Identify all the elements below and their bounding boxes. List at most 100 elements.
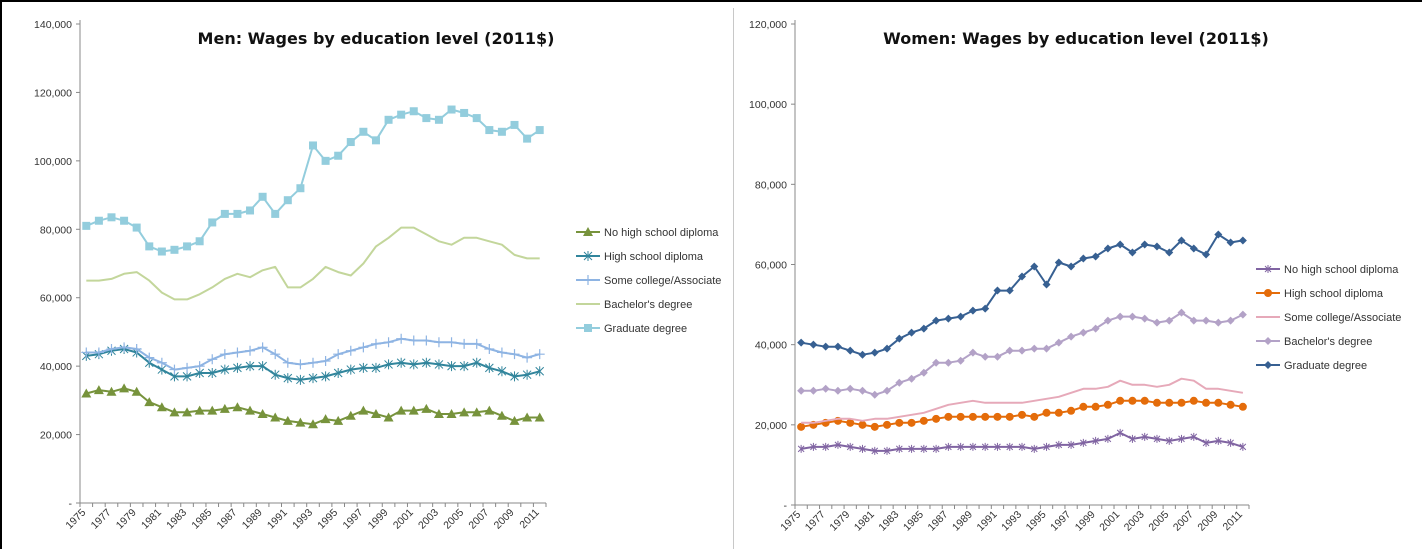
- y-tick-label: 40,000: [755, 340, 787, 352]
- data-point: [1140, 240, 1149, 249]
- legend-label: Graduate degree: [1284, 360, 1367, 372]
- data-point: [434, 115, 443, 124]
- data-point: [1165, 316, 1174, 325]
- data-point: [370, 409, 381, 419]
- data-point: [833, 342, 842, 351]
- x-tick-label: 1999: [366, 507, 391, 532]
- data-point: [1128, 248, 1137, 257]
- data-point: [907, 374, 916, 383]
- data-point: [208, 218, 217, 227]
- data-point: [1104, 434, 1112, 443]
- x-tick-label: 1999: [1073, 509, 1098, 534]
- data-point: [1140, 314, 1149, 323]
- x-tick-label: 2007: [466, 507, 491, 532]
- legend-label: Some college/Associate: [604, 275, 721, 287]
- data-point: [919, 368, 928, 377]
- y-tick-label: 60,000: [40, 293, 72, 305]
- data-point: [1030, 412, 1039, 421]
- data-point: [383, 412, 394, 422]
- data-point: [1238, 402, 1247, 411]
- data-point: [1079, 438, 1087, 447]
- data-point: [459, 338, 470, 349]
- y-tick-label: -: [69, 498, 73, 510]
- x-tick-label: 1985: [189, 507, 214, 532]
- data-point: [119, 383, 130, 393]
- data-point: [321, 156, 330, 165]
- data-point: [1079, 254, 1088, 263]
- panel-divider: [733, 8, 734, 549]
- data-point: [858, 350, 867, 359]
- data-point: [1190, 432, 1198, 441]
- data-point: [895, 378, 904, 387]
- data-point: [433, 409, 444, 419]
- data-point: [384, 115, 393, 124]
- data-point: [1153, 434, 1161, 443]
- legend-label: Bachelor's degree: [604, 299, 692, 311]
- data-point: [194, 361, 205, 372]
- data-point: [969, 442, 977, 451]
- data-point: [195, 237, 204, 246]
- data-point: [809, 386, 818, 395]
- data-point: [447, 361, 456, 372]
- data-point: [270, 369, 280, 380]
- data-point: [459, 407, 470, 417]
- data-point: [535, 126, 544, 135]
- data-point: [1091, 402, 1100, 411]
- data-point: [1054, 338, 1063, 347]
- y-tick-label: 120,000: [34, 87, 72, 99]
- y-tick-label: -: [784, 500, 788, 512]
- data-point: [1079, 328, 1088, 337]
- x-tick-label: 2007: [1171, 509, 1196, 534]
- data-point: [408, 335, 419, 346]
- data-point: [1042, 408, 1051, 417]
- data-point: [207, 367, 217, 378]
- data-point: [359, 127, 368, 136]
- data-point: [309, 141, 317, 150]
- data-point: [296, 374, 305, 385]
- y-tick-label: 40,000: [40, 361, 72, 373]
- data-point: [333, 415, 344, 425]
- data-point: [320, 414, 331, 424]
- data-point: [981, 352, 990, 361]
- x-tick-label: 2011: [517, 507, 542, 532]
- data-point: [182, 407, 193, 417]
- data-point: [944, 412, 953, 421]
- data-point: [81, 388, 92, 398]
- legend-item-graduate-degree: Graduate degree: [576, 323, 687, 335]
- legend-label: Graduate degree: [604, 323, 687, 335]
- data-point: [534, 412, 545, 422]
- data-point: [207, 405, 218, 415]
- data-point: [956, 312, 965, 321]
- data-point: [1079, 402, 1088, 411]
- data-point: [359, 362, 368, 373]
- legend-item-no-high-school-diploma: No high school diploma: [1256, 264, 1399, 276]
- legend-marker: [583, 275, 593, 285]
- x-tick-label: 1995: [1024, 509, 1049, 534]
- data-point: [1005, 412, 1014, 421]
- data-point: [131, 386, 142, 396]
- series-line-no-high-school-diploma: [86, 387, 540, 426]
- data-point: [120, 216, 129, 225]
- data-point: [1141, 432, 1149, 441]
- axes: - 20,000 40,000 60,000 80,000 100,000 120,000 1…: [34, 19, 547, 532]
- data-point: [258, 361, 267, 372]
- data-point: [93, 347, 104, 358]
- data-point: [1005, 346, 1014, 355]
- data-point: [233, 362, 242, 373]
- data-point: [1043, 442, 1050, 451]
- x-tick-label: 2001: [391, 507, 416, 532]
- data-point: [1178, 434, 1185, 443]
- data-point: [446, 337, 457, 348]
- legend-item-high-school-diploma: High school diploma: [1256, 288, 1384, 300]
- x-tick-label: 1983: [876, 509, 901, 534]
- data-point: [346, 138, 355, 147]
- legend-item-high-school-diploma: High school diploma: [576, 251, 704, 263]
- data-point: [908, 444, 915, 453]
- data-point: [834, 440, 842, 449]
- data-point: [1018, 410, 1026, 419]
- data-point: [182, 371, 192, 382]
- data-point: [1054, 408, 1063, 417]
- data-point: [471, 338, 482, 349]
- data-point: [1214, 436, 1222, 445]
- data-point: [1030, 344, 1039, 353]
